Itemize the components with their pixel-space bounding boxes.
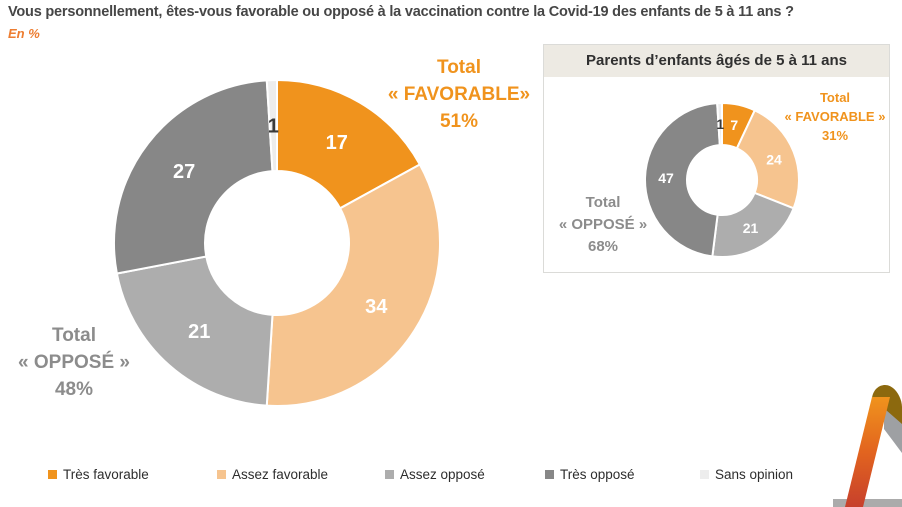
assez-favorable-swatch-icon — [217, 470, 226, 479]
parents-panel-title: Parents d’enfants âgés de 5 à 11 ans — [544, 45, 889, 77]
legend-item-tres-favorable: Très favorable — [48, 467, 149, 482]
slice-value-label: 34 — [365, 296, 388, 318]
legend-item-sans-opinion: Sans opinion — [700, 467, 793, 482]
slice-assez-oppose — [115, 255, 274, 407]
slice-value-label: 1 — [716, 116, 724, 132]
total-favorable-annotation-parents: Total « FAVORABLE » 31% — [771, 88, 899, 145]
annotation-line: « OPPOSÉ » — [18, 352, 130, 373]
annotation-line: Total — [585, 194, 621, 211]
total-favorable-annotation-main: Total « FAVORABLE» 51% — [373, 54, 545, 135]
slice-sans-opinion — [265, 78, 278, 173]
annotation-line: 68% — [587, 238, 619, 255]
tres-oppose-swatch-icon — [545, 470, 554, 479]
sans-opinion-swatch-icon — [700, 470, 709, 479]
legend-label: Très favorable — [63, 467, 149, 482]
slice-tres-oppose — [644, 102, 721, 258]
slice-value-label: 27 — [173, 161, 195, 183]
slice-value-label: 24 — [766, 151, 782, 167]
parents-donut-chart: 7 24 21 47 1 — [644, 101, 800, 258]
slice-value-label: 21 — [188, 321, 210, 343]
slice-tres-oppose — [113, 79, 274, 275]
annotation-line: Total — [52, 325, 96, 346]
institute-logo-icon — [833, 385, 902, 507]
annotation-line: « FAVORABLE» — [387, 84, 531, 105]
slice-value-label: 7 — [730, 117, 738, 133]
annotation-line: « FAVORABLE » — [784, 109, 886, 124]
legend-label: Très opposé — [560, 467, 635, 482]
legend-item-assez-oppose: Assez opposé — [385, 467, 485, 482]
slice-assez-favorable — [265, 163, 441, 407]
slice-sans-opinion — [716, 101, 723, 147]
annotation-line: 31% — [821, 128, 849, 143]
annotation-line: Total — [819, 90, 851, 105]
annotation-line: Total — [437, 57, 481, 78]
legend-item-assez-favorable: Assez favorable — [217, 467, 328, 482]
annotation-line: 51% — [439, 111, 479, 132]
logo-orange-band — [845, 397, 890, 507]
page-title: Vous personnellement, êtes-vous favorabl… — [8, 4, 794, 20]
legend-label: Assez opposé — [400, 467, 485, 482]
legend-label: Assez favorable — [232, 467, 329, 482]
total-oppose-annotation-parents: Total « OPPOSÉ » 68% — [544, 192, 662, 258]
slice-value-label: 17 — [326, 132, 348, 154]
legend: Très favorable Assez favorable Assez opp… — [0, 467, 902, 491]
unit-label: En % — [8, 26, 40, 41]
legend-item-tres-oppose: Très opposé — [545, 467, 635, 482]
annotation-line: 48% — [54, 379, 94, 400]
slice-value-label: 1 — [268, 116, 279, 138]
legend-label: Sans opinion — [715, 467, 794, 482]
slice-value-label: 21 — [743, 220, 759, 236]
tres-favorable-swatch-icon — [48, 470, 57, 479]
logo-base-bar — [833, 499, 902, 507]
total-oppose-annotation-main: Total « OPPOSÉ » 48% — [3, 322, 145, 403]
slice-tres-favorable — [276, 78, 422, 210]
annotation-line: « OPPOSÉ » — [558, 216, 648, 233]
assez-oppose-swatch-icon — [385, 470, 394, 479]
slice-value-label: 47 — [658, 170, 674, 186]
slice-assez-favorable — [735, 108, 800, 210]
parents-panel: Parents d’enfants âgés de 5 à 11 ans — [543, 44, 890, 273]
main-donut-chart: 17 34 21 27 1 — [113, 78, 441, 407]
